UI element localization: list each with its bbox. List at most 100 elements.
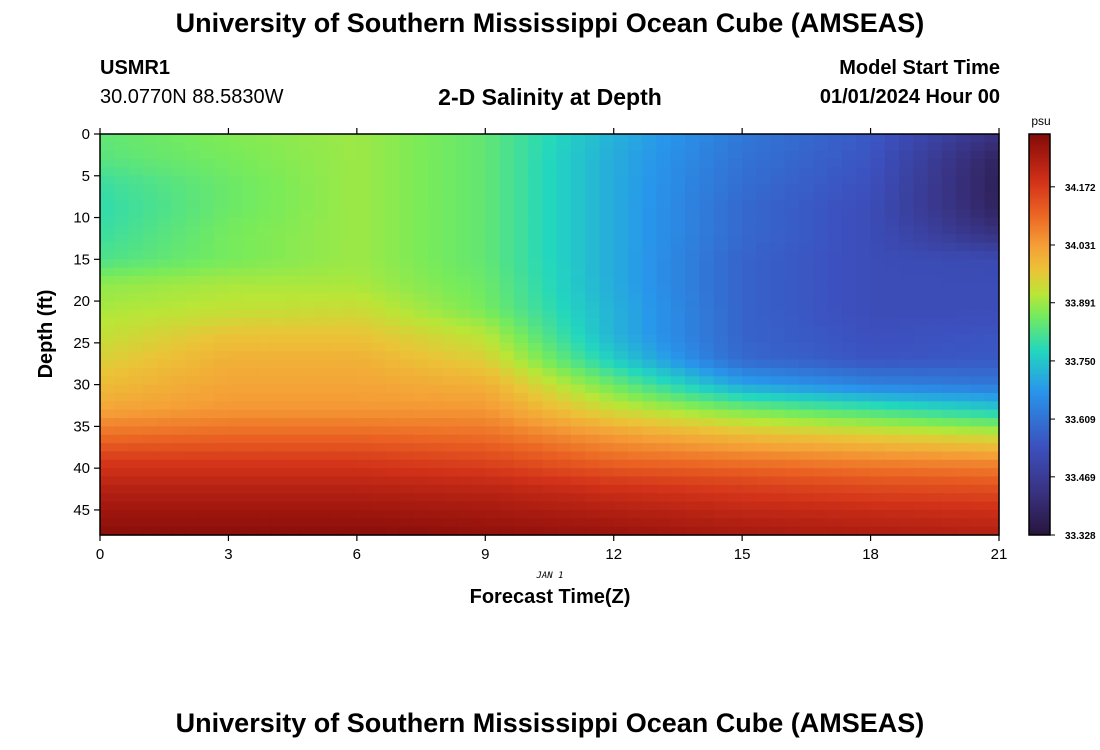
heatmap-cell	[185, 276, 201, 285]
heatmap-cell	[428, 317, 444, 327]
heatmap-cell	[870, 493, 886, 503]
heatmap-cell	[542, 159, 558, 169]
heatmap-cell	[670, 451, 686, 461]
heatmap-cell	[556, 392, 572, 402]
heatmap-cell	[927, 184, 943, 194]
heatmap-cell	[285, 150, 301, 160]
heatmap-cell	[713, 367, 729, 377]
heatmap-cell	[913, 250, 929, 260]
heatmap-cell	[528, 468, 543, 478]
heatmap-cell	[956, 476, 972, 486]
heatmap-cell	[642, 476, 658, 486]
heatmap-cell	[513, 451, 529, 461]
heatmap-cell	[100, 392, 115, 402]
heatmap-cell	[613, 134, 629, 143]
heatmap-cell	[656, 225, 672, 235]
heatmap-cell	[228, 309, 244, 319]
heatmap-cell	[713, 326, 729, 336]
heatmap-cell	[827, 134, 843, 143]
heatmap-cell	[599, 418, 615, 427]
heatmap-cell	[570, 392, 586, 402]
heatmap-cell	[328, 276, 344, 285]
heatmap-cell	[827, 518, 843, 528]
heatmap-cell	[670, 526, 686, 536]
heatmap-cell	[471, 501, 486, 511]
heatmap-cell	[214, 359, 230, 369]
heatmap-cell	[670, 409, 686, 419]
heatmap-cell	[570, 167, 586, 177]
heatmap-cell	[685, 351, 700, 361]
heatmap-cell	[356, 459, 372, 469]
heatmap-cell	[242, 401, 258, 411]
heatmap-cell	[570, 234, 586, 244]
heatmap-cell	[385, 192, 401, 202]
heatmap-cell	[842, 426, 857, 436]
heatmap-cell	[856, 451, 872, 461]
heatmap-cell	[485, 434, 501, 444]
heatmap-cell	[556, 309, 572, 319]
heatmap-cell	[756, 142, 772, 152]
heatmap-cell	[627, 493, 643, 503]
heatmap-cell	[342, 342, 358, 352]
heatmap-cell	[271, 384, 287, 394]
heatmap-cell	[114, 401, 130, 411]
heatmap-cell	[727, 376, 743, 386]
heatmap-cell	[214, 259, 230, 269]
heatmap-cell	[471, 142, 486, 152]
heatmap-cell	[670, 334, 686, 344]
heatmap-cell	[328, 242, 344, 252]
heatmap-cell	[656, 200, 672, 210]
heatmap-cell	[784, 267, 800, 277]
heatmap-cell	[342, 509, 358, 519]
heatmap-cell	[856, 317, 872, 327]
heatmap-cell	[813, 418, 829, 427]
heatmap-cell	[413, 392, 429, 402]
heatmap-cell	[442, 493, 458, 503]
heatmap-cell	[114, 234, 130, 244]
heatmap-cell	[827, 342, 843, 352]
heatmap-cell	[713, 225, 729, 235]
heatmap-cell	[242, 259, 258, 269]
heatmap-cell	[228, 200, 244, 210]
heatmap-cell	[827, 159, 843, 169]
heatmap-cell	[342, 301, 358, 311]
heatmap-cell	[727, 217, 743, 227]
heatmap-cell	[171, 317, 187, 327]
heatmap-cell	[984, 309, 1000, 319]
heatmap-cell	[185, 376, 201, 386]
heatmap-cell	[271, 142, 287, 152]
heatmap-cell	[142, 159, 158, 169]
heatmap-cell	[813, 518, 829, 528]
heatmap-cell	[770, 367, 786, 377]
heatmap-cell	[242, 526, 258, 536]
heatmap-cell	[199, 184, 215, 194]
heatmap-cell	[827, 317, 843, 327]
heatmap-cell	[670, 242, 686, 252]
heatmap-cell	[399, 242, 415, 252]
heatmap-cell	[328, 493, 344, 503]
heatmap-cell	[185, 501, 201, 511]
heatmap-cell	[685, 342, 700, 352]
heatmap-cell	[970, 426, 986, 436]
heatmap-cell	[856, 150, 872, 160]
heatmap-cell	[727, 250, 743, 260]
heatmap-cell	[214, 142, 230, 152]
heatmap-cell	[356, 384, 372, 394]
heatmap-cell	[770, 317, 786, 327]
heatmap-cell	[670, 250, 686, 260]
heatmap-cell	[228, 434, 244, 444]
heatmap-cell	[399, 259, 415, 269]
heatmap-cell	[642, 351, 658, 361]
heatmap-cell	[899, 401, 914, 411]
heatmap-cell	[970, 242, 986, 252]
heatmap-cell	[128, 142, 144, 152]
heatmap-cell	[356, 159, 372, 169]
heatmap-cell	[642, 276, 658, 285]
heatmap-cell	[299, 167, 315, 177]
heatmap-cell	[485, 142, 501, 152]
heatmap-cell	[542, 209, 558, 219]
heatmap-cell	[927, 501, 943, 511]
heatmap-cell	[699, 167, 715, 177]
heatmap-cell	[770, 326, 786, 336]
heatmap-cell	[913, 167, 929, 177]
